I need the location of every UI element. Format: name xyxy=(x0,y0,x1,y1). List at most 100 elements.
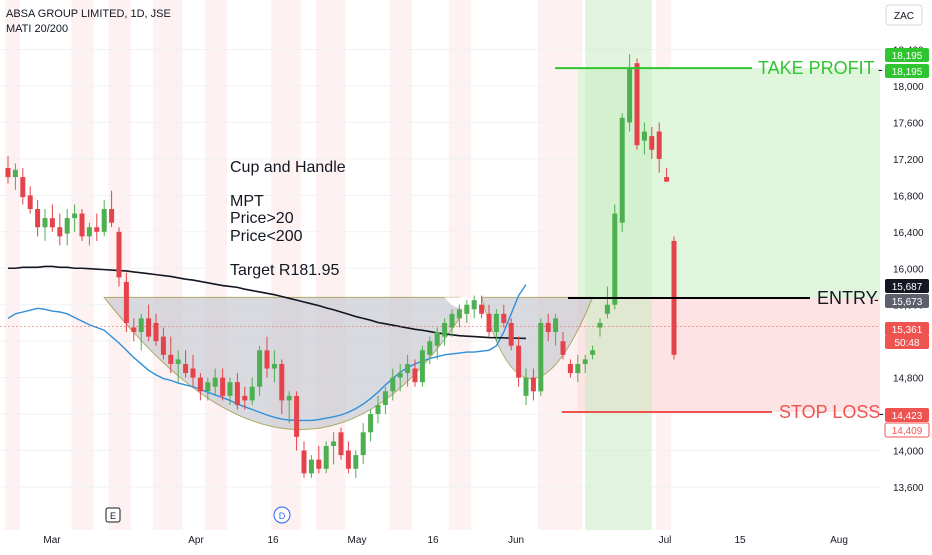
candle-body xyxy=(175,359,181,364)
candle-body xyxy=(434,332,440,346)
y-tick-label: 14,000 xyxy=(893,447,924,458)
candle xyxy=(197,373,203,401)
candle-body xyxy=(486,313,492,333)
candle-body xyxy=(353,455,359,469)
candle-body xyxy=(168,354,174,364)
price-tag-text: 18,195 xyxy=(892,67,923,78)
note-price-below-200: Price<200 xyxy=(230,228,303,245)
candle-body xyxy=(664,177,670,182)
cup-gap xyxy=(444,297,482,308)
candle xyxy=(456,304,462,328)
y-tick-label: 17,200 xyxy=(893,155,924,166)
candle xyxy=(434,327,440,360)
price-tag-last: 15,361 xyxy=(885,322,929,336)
candle-body xyxy=(12,169,18,178)
candle xyxy=(86,222,92,246)
candle xyxy=(227,377,233,405)
ma20-line xyxy=(7,284,527,422)
candle xyxy=(57,213,63,246)
y-tick-label: 14,800 xyxy=(893,374,924,385)
x-tick-label: Mar xyxy=(43,535,61,546)
dividend-marker[interactable]: D xyxy=(273,506,291,524)
candle-body xyxy=(94,227,100,232)
candle xyxy=(382,386,388,415)
candle-body xyxy=(190,368,196,378)
candle xyxy=(368,409,374,442)
candle-body xyxy=(412,368,418,383)
candle xyxy=(553,313,559,346)
candle xyxy=(72,204,78,232)
y-tick-label: 16,000 xyxy=(893,264,924,275)
candle xyxy=(101,199,107,237)
candle xyxy=(627,54,633,132)
candle-body xyxy=(264,350,270,369)
candle xyxy=(271,350,277,383)
candle xyxy=(220,368,226,401)
candle-body xyxy=(27,195,33,210)
candle xyxy=(656,122,662,173)
candle-body xyxy=(286,395,292,401)
candle-body xyxy=(197,377,203,392)
candle-body xyxy=(205,382,211,392)
candle xyxy=(42,209,48,241)
candle-body xyxy=(604,304,610,314)
candle-body xyxy=(493,313,499,333)
candle xyxy=(597,318,603,337)
candle xyxy=(442,318,448,346)
candle xyxy=(109,190,115,228)
candle xyxy=(634,58,640,150)
candle xyxy=(545,313,551,342)
candle-body xyxy=(57,227,63,237)
candle-body xyxy=(183,363,189,374)
candle-body xyxy=(649,136,655,150)
y-tick-label: 13,600 xyxy=(893,483,924,494)
candle-body xyxy=(397,373,403,378)
candle-body xyxy=(575,363,581,374)
candle-body xyxy=(338,432,344,456)
highlight-band xyxy=(389,0,412,530)
candle xyxy=(649,126,655,159)
candle xyxy=(604,286,610,319)
candle xyxy=(5,156,11,184)
candle xyxy=(249,377,255,405)
candle xyxy=(257,345,263,396)
price-tag-text: 50:48 xyxy=(894,338,919,349)
candle-body xyxy=(331,441,337,446)
highlight-band xyxy=(5,0,20,530)
price-tag-box xyxy=(885,335,929,349)
candle-body xyxy=(234,382,240,405)
earnings-marker[interactable]: E xyxy=(105,507,121,523)
chart-title: ABSA GROUP LIMITED, 1D, JSE xyxy=(6,8,171,20)
price-tag-level: 15,687 xyxy=(885,279,929,293)
candle-body xyxy=(612,213,618,305)
candle-body xyxy=(368,414,374,433)
candle xyxy=(168,336,174,374)
candle xyxy=(331,432,337,465)
candle xyxy=(353,450,359,478)
highlight-band xyxy=(449,0,472,530)
candle xyxy=(146,304,152,342)
currency-button[interactable]: ZAC xyxy=(885,4,923,26)
candle xyxy=(138,313,144,351)
candle xyxy=(212,368,218,396)
candle xyxy=(516,336,522,387)
highlight-band xyxy=(271,0,301,530)
candle xyxy=(183,350,189,378)
candle-body xyxy=(538,322,544,392)
candle-body xyxy=(375,404,381,415)
candle xyxy=(641,122,647,155)
x-tick-label: 16 xyxy=(267,535,279,546)
candle xyxy=(12,163,18,190)
level-label-stop-loss: STOP LOSS xyxy=(779,402,880,422)
price-tag-text: 15,687 xyxy=(892,282,923,293)
breakout-band xyxy=(585,0,652,530)
candle xyxy=(316,445,322,474)
candle-body xyxy=(345,450,351,469)
highlight-band xyxy=(153,0,183,530)
candle xyxy=(501,304,507,328)
highlight-band xyxy=(71,0,94,530)
candle xyxy=(567,359,573,378)
price-tag-box xyxy=(885,279,929,293)
